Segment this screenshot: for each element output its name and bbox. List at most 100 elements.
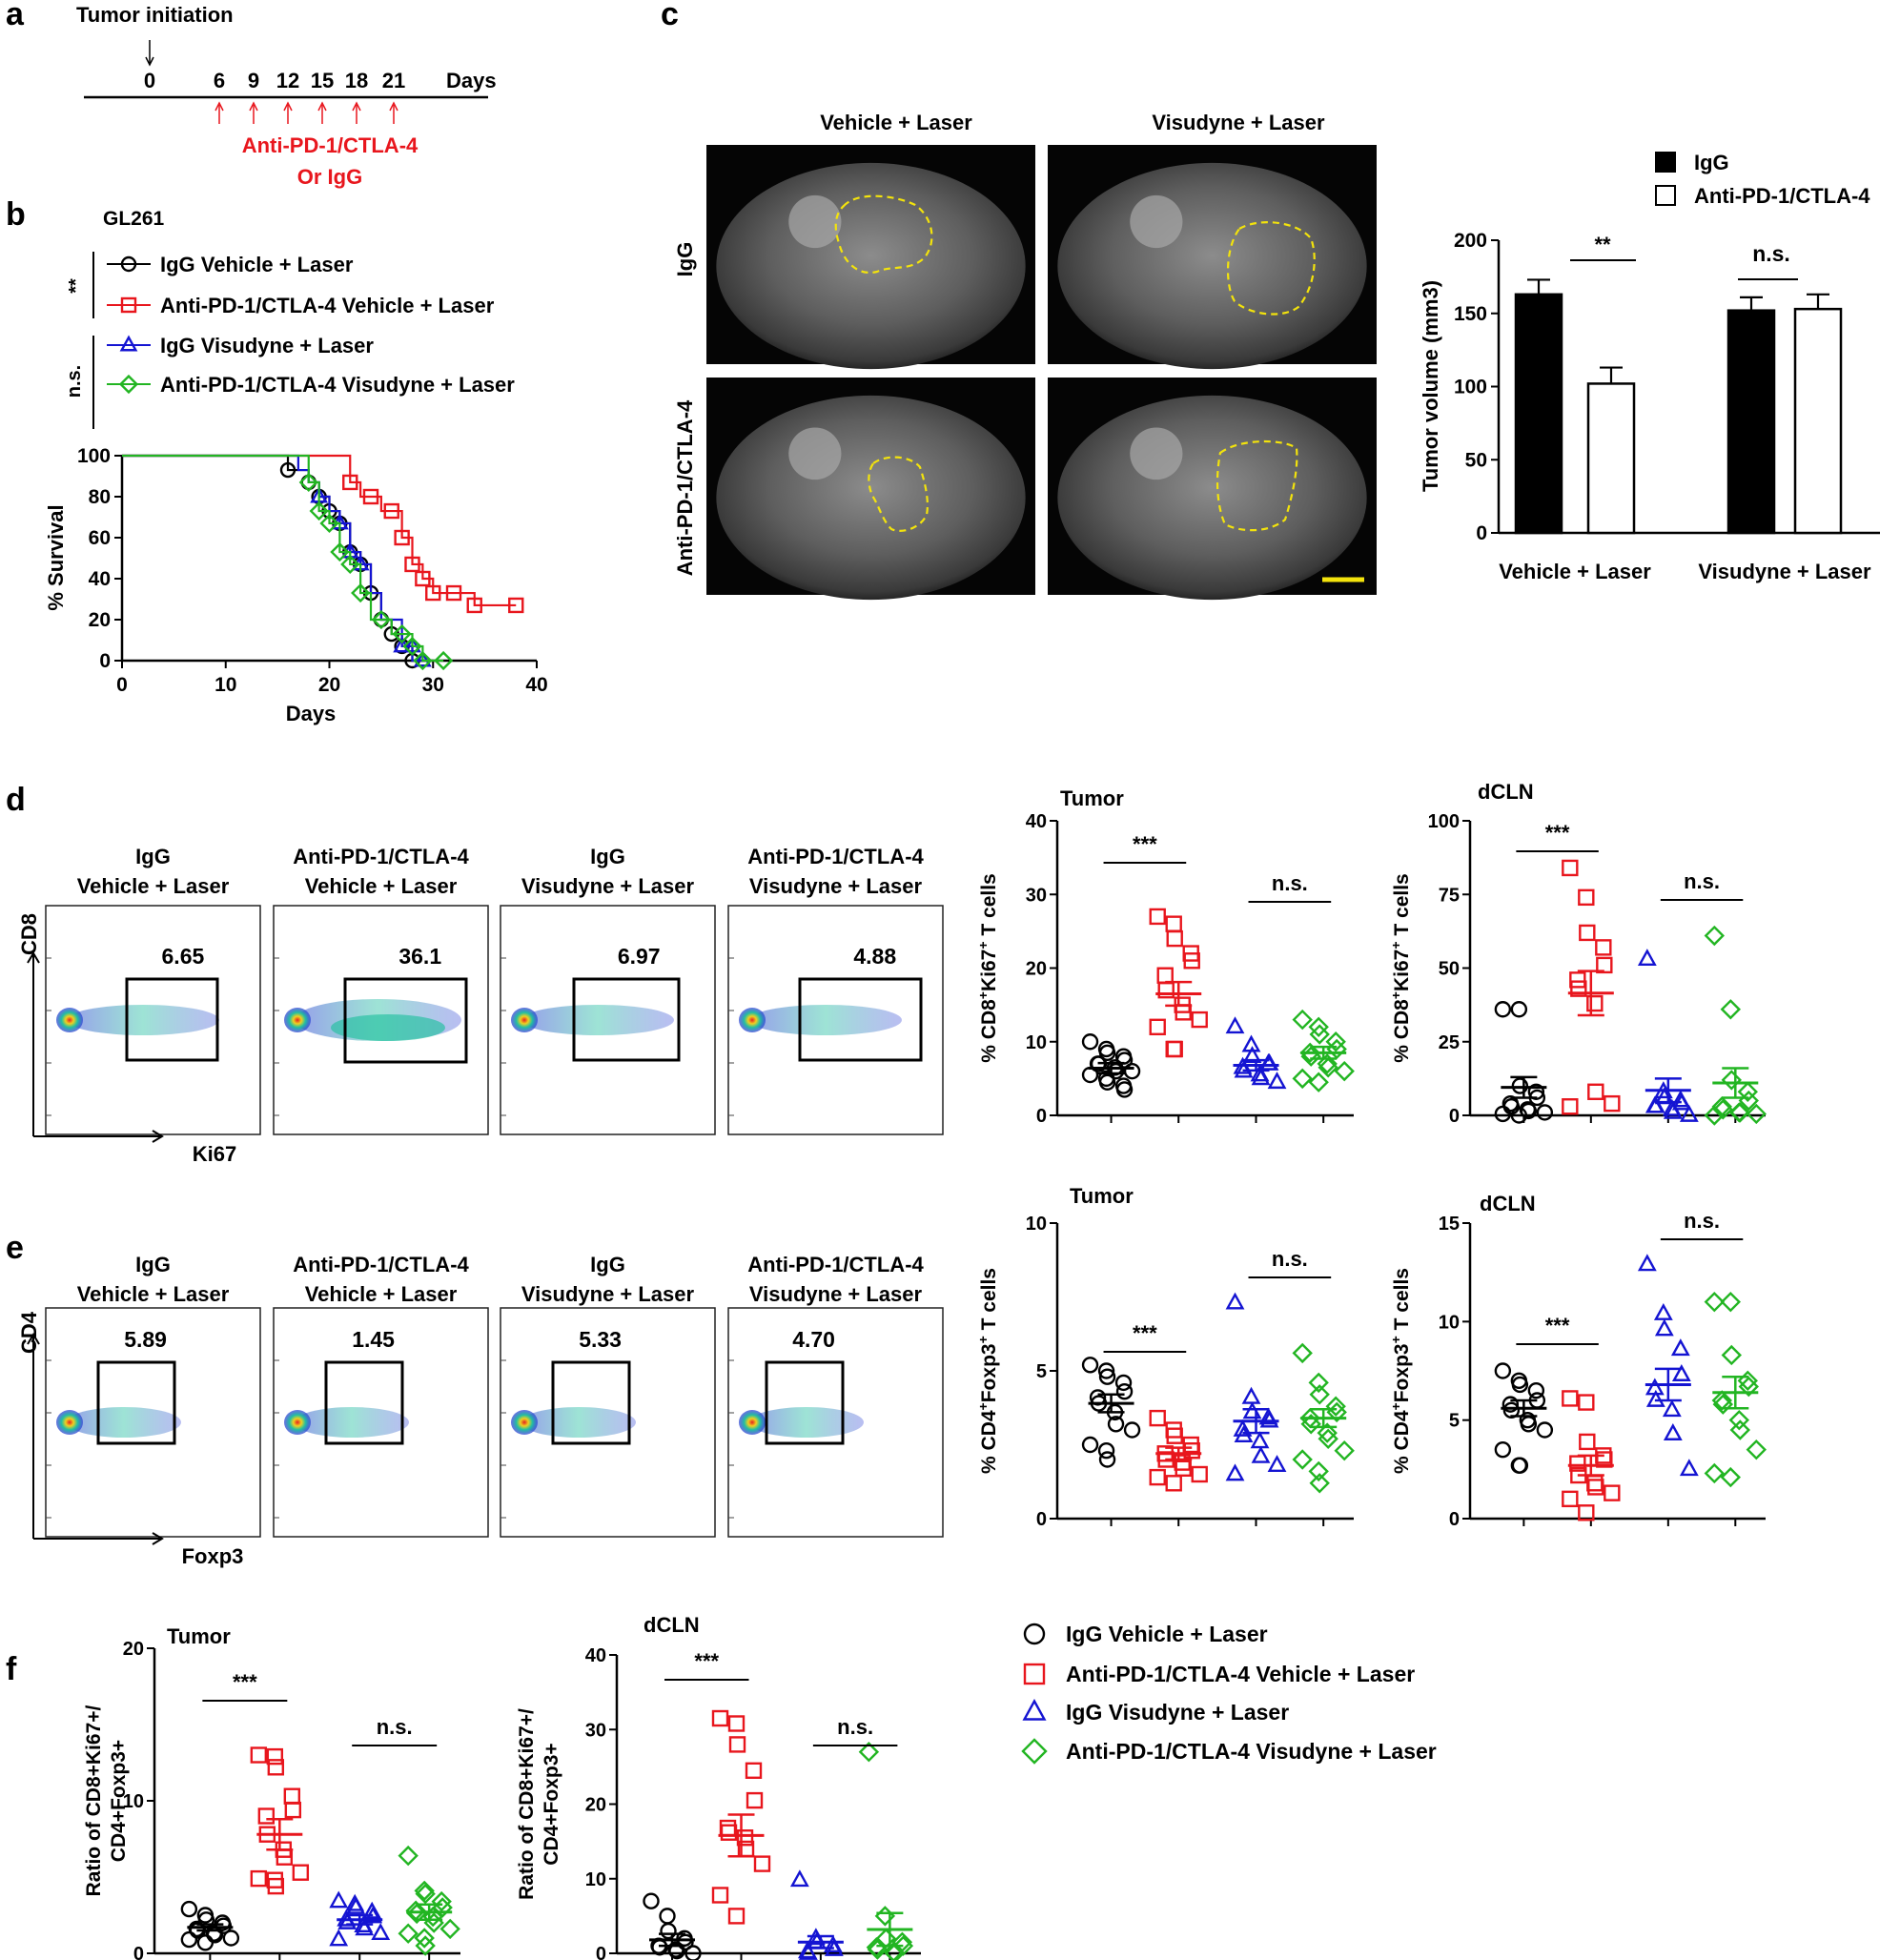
dot-point-anti_veh [1586,994,1604,1012]
dot-point-anti_veh [1562,1490,1579,1508]
legend-f-text-igg_veh: IgG Vehicle + Laser [1066,1622,1268,1646]
dot-y-title: % CD8+Ki67+ T cells [1388,873,1413,1062]
dot-sig-label: *** [233,1670,257,1694]
dot-point-igg_vis [329,1929,349,1947]
dot-point-anti_vis [1704,1291,1725,1313]
dot-sig-label: *** [1545,1314,1570,1337]
survival-point-anti_veh [445,584,462,602]
tumor-outline-2 [1227,221,1316,316]
flow-header-bottom: Vehicle + Laser [305,1282,458,1306]
dot-point-igg_vis [1645,1095,1665,1113]
flow-panel-e: IgG Vehicle + Laser 5.89 Anti-PD-1/CTLA-4 Ve… [17,1253,944,1568]
survival-ytick-label: 20 [89,609,111,631]
timeline-day-21: 21 [382,69,405,92]
dot-point-anti_veh [250,1869,268,1888]
dot-ytick-label: 20 [1026,959,1047,980]
flow-hotspot [511,1008,538,1032]
dot-point-igg_veh [1123,1421,1141,1439]
dot-y-title-part: Ki67 [978,949,1000,991]
survival-point-anti_vis [371,609,391,630]
survival-point-anti_veh [404,556,420,573]
dot-point-igg_vis [1225,1016,1245,1034]
mri-brain-1 [716,162,1026,370]
dot-point-anti_vis [1308,1372,1329,1394]
dot-point-igg_vis [789,1869,809,1888]
dot-point-anti_vis [1292,1068,1313,1090]
survival-point-anti_vis [402,636,422,657]
mri-col-label-2: Visudyne + Laser [1152,111,1325,134]
survival-xtick-label: 40 [525,674,547,696]
dot-point-igg_veh [684,1945,702,1960]
dot-point-anti_veh [1191,1465,1208,1483]
dot-point-anti_veh [1579,1433,1596,1451]
dot-sig-label: n.s. [377,1715,413,1739]
dot-point-anti_vis [1317,1053,1338,1074]
flow-hotspot [284,1410,311,1435]
flow-hotspot [284,1008,311,1032]
dot-point-anti_vis [439,1918,460,1940]
treatment-label-1: Anti-PD-1/CTLA-4 [242,133,419,157]
dot-point-igg_veh [1502,1396,1520,1413]
flow-population [521,1005,674,1035]
dot-point-igg_veh [1536,1421,1554,1439]
dot-point-igg_vis [1663,1423,1683,1440]
dot-point-anti_veh [1149,1468,1166,1486]
dot-ytick-label: 20 [123,1639,144,1660]
legend-f-marker-igg_vis [1022,1699,1047,1721]
panel-letter-f: f [6,1651,17,1687]
tumor-volume-chart: 0 50 100 150 200 Tumor volume (mm3) Vehicle + … [1419,151,1880,583]
dot-point-igg_vis [346,1896,366,1914]
dot-point-anti_vis [1712,1394,1733,1415]
dot-point-igg_veh [180,1900,198,1918]
dot-plot-f_dcln: 0 10 20 30 40 dCLN Ratio of CD8+Ki67+/CD4+Foxp… [516,1613,921,1960]
tumor-outline-1 [834,194,933,275]
flow-header-top: Anti-PD-1/CTLA-4 [293,1253,469,1276]
legend-f-marker-anti_veh [1023,1663,1046,1685]
dot-point-anti_veh [1165,915,1182,932]
mri-brain-2 [1057,162,1367,370]
treatment-arrowhead-6 [215,101,224,112]
treatment-arrowhead-21 [389,101,398,112]
dot-title: Tumor [1070,1184,1134,1208]
dot-point-igg_vis [1645,1389,1665,1407]
tumor-outline-4 [1216,440,1298,532]
dot-ytick-label: 10 [1026,1214,1047,1235]
dot-point-anti_vis [1712,1099,1733,1120]
dot-point-anti_vis [414,1928,435,1949]
treatment-arrowhead-15 [317,101,327,112]
dot-point-anti_vis [1317,1422,1338,1443]
dot-point-anti_vis [415,1883,436,1905]
bar-ytick-label: 200 [1454,230,1487,252]
survival-point-anti_veh [415,570,431,587]
mri-ventricle-3 [788,427,842,480]
dot-point-anti_vis [414,1880,435,1902]
dot-point-anti_veh [1183,1441,1200,1460]
survival-point-anti_vis [340,554,360,575]
dot-point-igg_vis [1679,1104,1699,1122]
flow-gate-4 [765,1360,845,1445]
flow-gate-4 [798,977,923,1062]
dot-y-title-part: Ki67 [1391,949,1413,991]
dot-point-anti_veh [720,1824,738,1841]
legend-marker-anti_vis [118,374,139,395]
dot-point-anti_vis [398,1923,419,1944]
dot-sig-label: n.s. [1272,871,1308,895]
dot-y-title-part: % CD8 [978,999,1000,1063]
bar-ytick-label: 50 [1465,449,1487,471]
dot-point-anti_vis [1300,1414,1321,1435]
dot-point-anti_vis [398,1845,419,1867]
survival-point-anti_veh [362,488,379,505]
panel-letter-a: a [6,0,25,32]
dot-y-title-2: CD4+Foxp3+ [108,1740,130,1862]
dot-y-title-part: + [975,1336,991,1343]
dot-point-anti_veh [1587,1479,1604,1496]
dot-point-igg_veh [1494,1362,1512,1379]
dot-point-anti_veh [745,1762,763,1779]
timeline-day-12: 12 [276,69,299,92]
dot-point-anti_veh [1578,888,1595,907]
dot-point-anti_vis [1729,1102,1750,1123]
survival-point-anti_vis [351,582,371,603]
survival-xtick-label: 30 [422,674,444,696]
treatment-arrows [215,101,398,124]
dot-point-igg_vis [329,1890,349,1909]
